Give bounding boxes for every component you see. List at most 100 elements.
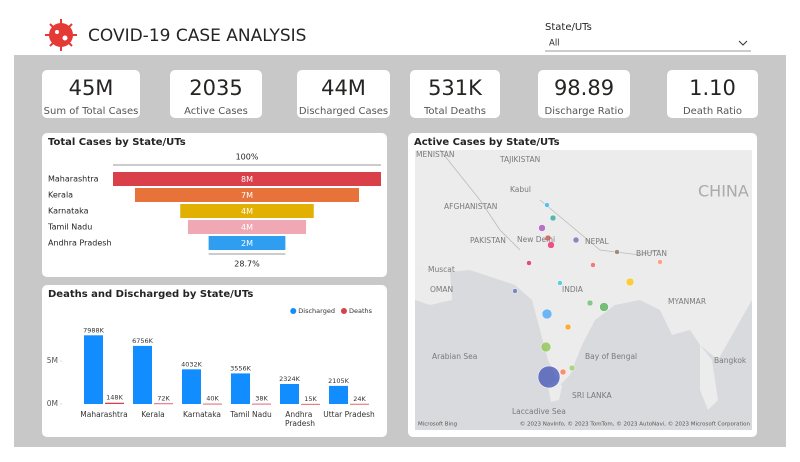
category-label: Kerala	[48, 191, 73, 200]
bar	[133, 345, 152, 404]
map-attribution: © 2023 NavInfo, © 2023 TomTom, © 2023 Au…	[520, 421, 751, 428]
map-label: Bay of Bengal	[585, 352, 637, 361]
funnel-bottom-label: 28.7%	[234, 260, 260, 269]
map-label: Laccadive Sea	[512, 407, 566, 416]
filter-label: State/UTs	[545, 22, 592, 33]
bar	[105, 402, 124, 404]
legend-swatch	[340, 308, 347, 314]
bar	[301, 403, 320, 405]
category-label: Andhra Pradesh	[48, 239, 112, 248]
map	[415, 149, 752, 430]
value-label: 6756K	[132, 337, 154, 345]
kpi-card	[667, 70, 758, 118]
value-label: 40K	[206, 395, 219, 403]
value-label: 7988K	[83, 326, 105, 334]
bar	[350, 403, 369, 405]
legend-swatch	[290, 308, 297, 314]
bar	[280, 384, 299, 404]
legend-label: Discharged	[298, 307, 335, 315]
funnel-bar	[187, 220, 307, 234]
y-tick-label: 5M	[47, 356, 58, 365]
category-label: Karnataka	[48, 207, 89, 216]
panel-title: Active Cases by State/UTs	[414, 137, 560, 148]
funnel-top-label: 100%	[236, 153, 259, 162]
kpi-value: 1.10	[689, 76, 736, 100]
value-label: 4M	[241, 223, 253, 232]
y-tick-label: 0M	[47, 399, 58, 408]
bar	[84, 335, 103, 404]
value-label: 4M	[241, 207, 253, 216]
kpi-value: 44M	[321, 76, 366, 100]
x-tick-label: Uttar Pradesh	[323, 410, 375, 419]
panel-title: Total Cases by State/UTs	[48, 137, 186, 148]
map-label: New Delhi	[517, 235, 555, 244]
map-label: Bangkok	[714, 356, 747, 365]
bar	[203, 403, 222, 405]
page-title: COVID-19 CASE ANALYSIS	[88, 26, 306, 46]
map-brand: Microsoft Bing	[418, 422, 457, 428]
bar	[252, 403, 271, 405]
value-label: 72K	[157, 394, 170, 402]
kpi-value: 45M	[69, 76, 114, 100]
map-label: CHINA	[698, 182, 749, 201]
virus-icon	[45, 19, 77, 51]
x-tick-label: Maharashtra	[80, 410, 127, 419]
kpi-label: Discharge Ratio	[545, 106, 624, 117]
map-label: MENISTAN	[416, 150, 455, 159]
kpi-card	[297, 70, 390, 118]
bar	[154, 403, 173, 405]
value-label: 148K	[106, 394, 123, 402]
map-label: Muscat	[428, 265, 455, 274]
kpi-label: Death Ratio	[683, 106, 742, 117]
kpi-label: Total Deaths	[423, 106, 486, 117]
map-label: Arabian Sea	[432, 352, 477, 361]
value-label: 2105K	[328, 377, 350, 385]
map-label: TAJIKISTAN	[499, 155, 540, 164]
value-label: 38K	[255, 395, 268, 403]
kpi-value: 531K	[428, 76, 483, 100]
x-tick-label: Kerala	[141, 410, 165, 419]
value-label: 4032K	[181, 360, 203, 368]
value-label: 2M	[241, 239, 253, 248]
bar	[231, 373, 250, 404]
map-label: AFGHANISTAN	[444, 202, 497, 211]
x-tick-label: Tamil Nadu	[229, 410, 272, 419]
value-label: 7M	[241, 191, 253, 200]
map-label: MYANMAR	[668, 297, 706, 306]
map-label: OMAN	[430, 285, 453, 294]
funnel-bar	[208, 236, 286, 250]
funnel-bar	[180, 204, 314, 218]
value-label: 24K	[353, 395, 366, 403]
x-tick-label: Karnataka	[183, 410, 221, 419]
map-label: SRI LANKA	[572, 391, 612, 400]
filter-value[interactable]: All	[549, 39, 560, 49]
map-label: Kabul	[510, 185, 531, 194]
funnel-bar	[134, 188, 360, 202]
value-label: 8M	[241, 175, 253, 184]
kpi-value: 2035	[189, 76, 242, 100]
bar	[182, 369, 201, 404]
kpi-card	[410, 70, 500, 118]
funnel-bar	[113, 172, 381, 186]
kpi-card	[538, 70, 630, 118]
kpi-card	[170, 70, 262, 118]
map-label: NEPAL	[585, 237, 610, 246]
value-label: 2324K	[279, 375, 301, 383]
legend-label: Deaths	[349, 307, 373, 315]
category-label: Tamil Nadu	[47, 223, 92, 232]
panel-title: Deaths and Discharged by State/UTs	[48, 289, 253, 300]
map-label: PAKISTAN	[470, 236, 506, 245]
kpi-label: Discharged Cases	[299, 106, 388, 117]
kpi-label: Active Cases	[184, 106, 248, 117]
map-label: BHUTAN	[636, 249, 667, 258]
value-label: 15K	[304, 395, 317, 403]
kpi-value: 98.89	[554, 76, 614, 100]
category-label: Maharashtra	[48, 175, 99, 184]
value-label: 3556K	[230, 364, 252, 372]
filter-dropdown[interactable]	[545, 35, 751, 51]
bar-panel	[42, 285, 387, 437]
kpi-label: Sum of Total Cases	[44, 106, 139, 117]
dropdown-chevron[interactable]	[738, 40, 748, 46]
map-label: INDIA	[562, 285, 584, 294]
